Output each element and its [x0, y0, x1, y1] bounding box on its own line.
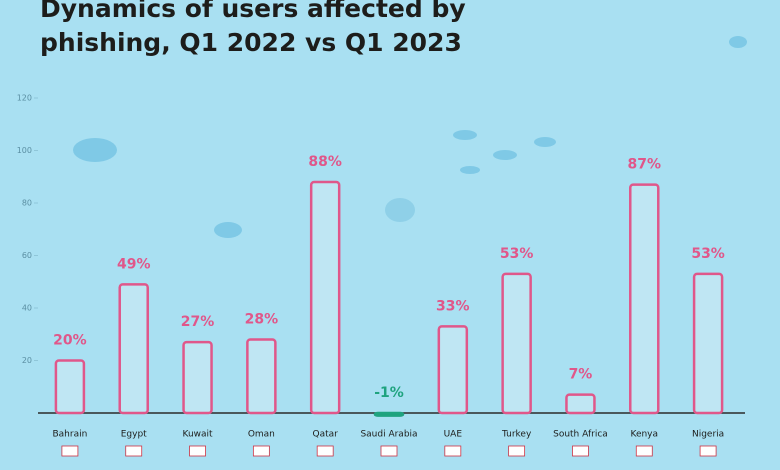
y-tick-label: 80 — [22, 199, 32, 208]
bar — [118, 283, 149, 415]
bar — [437, 325, 469, 415]
x-tick-label: South Africa — [553, 430, 608, 440]
x-tick-label: Bahrain — [52, 430, 87, 440]
value-label: 53% — [500, 246, 534, 262]
value-label: 7% — [569, 367, 593, 383]
x-tick-label: Kuwait — [183, 430, 214, 440]
bar — [246, 338, 277, 415]
value-label: 27% — [181, 314, 215, 330]
y-tick-label: 20 — [22, 356, 32, 365]
x-tick-label: Egypt — [121, 430, 147, 440]
x-tick-label: Saudi Arabia — [360, 430, 417, 440]
flag — [380, 445, 398, 457]
bar — [373, 411, 405, 417]
bar — [629, 183, 660, 415]
value-label: 20% — [53, 333, 87, 349]
value-label: 49% — [117, 256, 151, 272]
bar — [565, 393, 596, 415]
x-tick-label: Kenya — [630, 430, 658, 440]
flag — [61, 445, 79, 457]
flag — [189, 445, 206, 457]
value-label: 53% — [691, 246, 725, 262]
flag — [252, 445, 270, 457]
x-tick-label: Qatar — [313, 430, 339, 440]
bar — [501, 272, 532, 415]
bar — [309, 180, 341, 415]
flag — [508, 445, 526, 457]
flag — [316, 445, 334, 457]
bar — [692, 272, 724, 415]
bar — [182, 340, 213, 415]
value-label: 88% — [308, 154, 342, 170]
y-tick-label: 60 — [22, 251, 32, 260]
y-tick-label: 120 — [17, 94, 32, 103]
flag — [699, 445, 717, 457]
value-label: 87% — [628, 157, 662, 173]
flag — [572, 445, 589, 457]
y-tick-label: 100 — [17, 146, 32, 155]
x-tick-label: UAE — [444, 430, 463, 440]
flag — [444, 445, 462, 457]
value-label: -1% — [374, 385, 404, 401]
flag — [125, 445, 143, 457]
value-label: 28% — [245, 312, 279, 328]
chart-title: Dynamics of users affected by phishing, … — [40, 0, 466, 57]
flag — [635, 445, 653, 457]
y-tick-label: 40 — [22, 304, 32, 313]
decoration — [73, 36, 747, 238]
x-tick-label: Nigeria — [692, 430, 724, 440]
bar — [54, 359, 86, 415]
value-label: 33% — [436, 298, 470, 314]
x-tick-label: Turkey — [501, 430, 532, 440]
x-tick-label: Oman — [248, 430, 275, 440]
